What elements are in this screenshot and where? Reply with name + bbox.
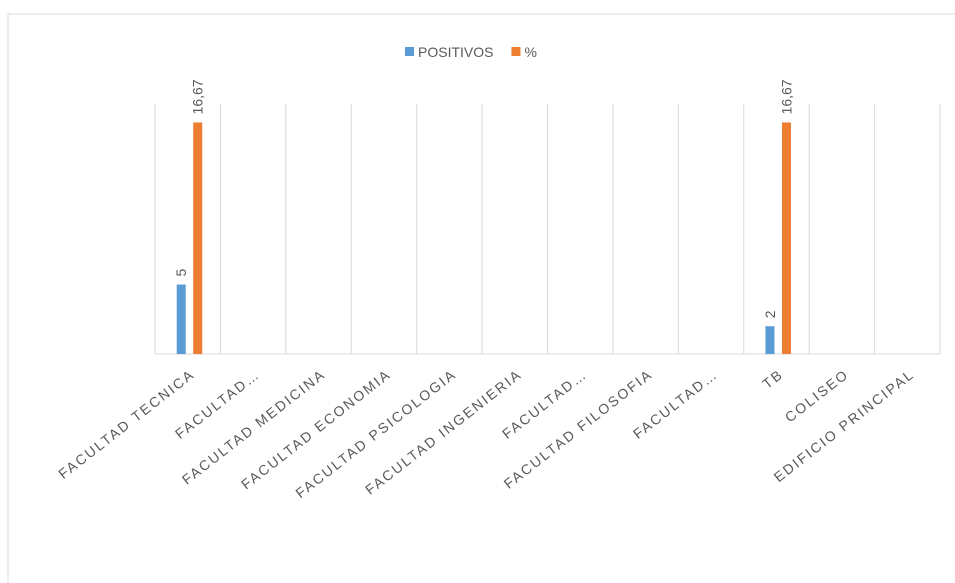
legend-label: POSITIVOS — [418, 44, 493, 60]
bar — [193, 122, 203, 354]
legend-swatch — [405, 47, 414, 56]
data-label: 16,67 — [778, 79, 794, 114]
bar — [765, 326, 775, 354]
legend-label: % — [524, 44, 536, 60]
chart-border — [7, 13, 955, 583]
bar — [781, 122, 791, 354]
data-label: 2 — [762, 310, 778, 318]
data-label: 5 — [173, 269, 189, 277]
x-tick-label: TB — [759, 366, 786, 392]
data-label: 16,67 — [190, 79, 206, 114]
legend-swatch — [511, 47, 521, 56]
bar — [176, 284, 186, 354]
x-tick-label: FACULTAD TECNICA — [55, 366, 197, 482]
